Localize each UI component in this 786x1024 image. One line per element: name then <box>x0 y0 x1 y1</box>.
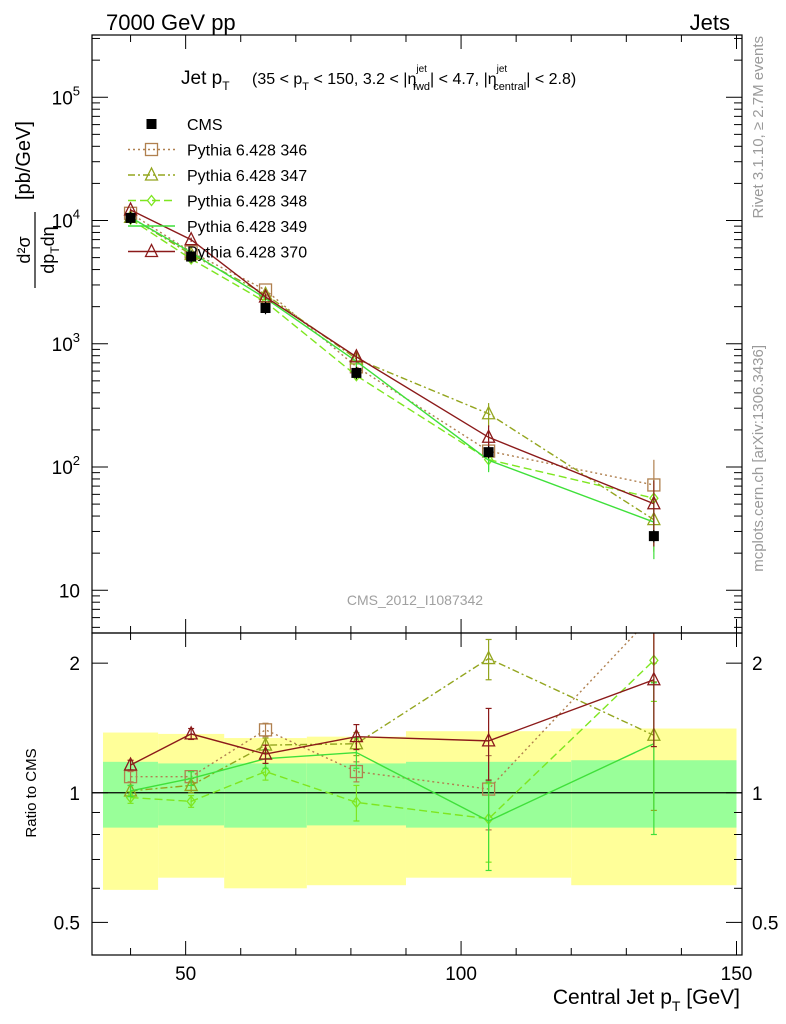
cms-point-3 <box>351 367 362 378</box>
series-ratio-line-3 <box>130 743 655 822</box>
legend-marker-5 <box>144 243 159 258</box>
cms-point-2 <box>260 303 271 314</box>
x-axis-label: Central Jet pT [GeV] <box>553 986 740 1014</box>
axes-layer: 50 100 150 10 102 103 104 105 0.5 0.5 1 1 2 2 <box>52 35 778 985</box>
mcplots-label: mcplots.cern.ch [arXiv:1306.3436] <box>750 345 767 572</box>
cms-point-5 <box>648 531 659 542</box>
x-tick-label-100: 100 <box>445 964 477 985</box>
series-ratio-point-0-2 <box>258 723 273 737</box>
series-point-4-2 <box>258 288 273 303</box>
cms-point-1 <box>186 251 197 262</box>
series-line-3 <box>130 216 655 523</box>
series-ratio-point-2-0 <box>125 791 136 804</box>
series-ratio-point-4-4 <box>481 732 496 747</box>
legend-label-2: Pythia 6.428 347 <box>187 168 307 185</box>
series-ratio-point-4-1 <box>184 725 199 740</box>
series-ratio-line-2 <box>130 659 655 820</box>
series-ratio-line-0 <box>130 633 637 790</box>
header-left: 7000 GeV pp <box>106 10 236 35</box>
ratio-panel-frame <box>91 632 743 956</box>
legend-marker-3 <box>146 194 157 207</box>
series-point-1-4 <box>481 405 496 420</box>
legend-label-0: CMS <box>187 117 223 134</box>
ylabel-unit: [pb/GeV] <box>13 121 35 200</box>
rivet-version-label: Rivet 3.1.10, ≥ 2.7M events <box>750 36 767 219</box>
series-ratio-point-4-5 <box>646 671 661 686</box>
header-right: Jets <box>690 10 730 35</box>
series-point-4-5 <box>646 495 661 510</box>
series-main-3 <box>129 215 655 560</box>
series-ratio-point-1-4 <box>481 650 496 665</box>
y-tick-label-10: 10 <box>59 581 80 602</box>
cms-data <box>125 211 659 543</box>
series-ratio-line-1 <box>130 657 655 792</box>
series-point-4-1 <box>184 231 199 246</box>
legend: CMS Pythia 6.428 346 Pythia 6.428 347 Pythi… <box>128 117 307 262</box>
y-tick-label-1000: 103 <box>52 330 80 356</box>
y-tick-label-100: 102 <box>52 453 80 479</box>
legend-entry-2: Pythia 6.428 347 <box>128 166 307 185</box>
series-ratio-point-2-1 <box>186 795 196 808</box>
cms-point-4 <box>483 447 494 458</box>
plot-title-range: (35 < pT < 150, 3.2 < |ηjet fwd| < 4.7, |… <box>252 64 576 93</box>
series-point-4-3 <box>349 348 364 363</box>
legend-marker-2 <box>144 166 159 181</box>
analysis-watermark: CMS_2012_I1087342 <box>347 592 483 608</box>
legend-label-4: Pythia 6.428 349 <box>187 219 307 236</box>
svg-text:dpTdη: dpTdη <box>38 226 62 273</box>
legend-marker-1 <box>144 142 159 157</box>
series-ratio-point-1-1 <box>184 776 199 792</box>
series-ratio-point-0-5 <box>648 608 660 620</box>
legend-entry-1: Pythia 6.428 346 <box>128 143 307 160</box>
cms-point-0 <box>125 212 136 223</box>
series-ratio-point-2-3 <box>351 796 362 809</box>
x-tick-label-150: 150 <box>721 964 753 985</box>
legend-label-5: Pythia 6.428 370 <box>187 245 307 262</box>
ratio-tick-label-l-0.5: 0.5 <box>54 913 80 934</box>
ratio-tick-label-r-1: 1 <box>752 784 763 805</box>
svg-text:[pb/GeV]: [pb/GeV] <box>13 121 35 200</box>
series-line-2 <box>130 218 655 499</box>
series-ratio-4 <box>123 633 661 781</box>
legend-marker-0 <box>146 119 157 129</box>
legend-entry-5: Pythia 6.428 370 <box>128 243 307 262</box>
series-ratio-point-4-0 <box>123 756 138 771</box>
main-series-layer <box>123 201 661 560</box>
series-ratio-point-4-3 <box>349 728 364 743</box>
series-ratio-line-4 <box>130 679 655 766</box>
legend-label-1: Pythia 6.428 346 <box>187 143 307 160</box>
ratio-tick-label-r-0.5: 0.5 <box>752 913 778 934</box>
y-tick-label-10000: 104 <box>52 207 80 233</box>
legend-entry-3: Pythia 6.428 348 <box>128 194 307 211</box>
legend-entry-4: Pythia 6.428 349 <box>128 219 307 236</box>
x-tick-label-50: 50 <box>175 964 196 985</box>
series-ratio-point-2-2 <box>260 765 271 778</box>
title-main: Jet p <box>181 68 222 89</box>
ratio-tick-label-l-1: 1 <box>69 784 80 805</box>
ylabel-num: d²σ <box>14 236 34 263</box>
ratio-y-axis-label: Ratio to CMS <box>23 748 40 837</box>
plot-title: Jet pT <box>181 68 230 93</box>
ratio-series-layer <box>123 608 661 872</box>
y-tick-label-100000: 105 <box>52 83 80 109</box>
series-main-4 <box>123 201 661 547</box>
series-point-4-4 <box>481 428 496 443</box>
ratio-tick-label-r-2: 2 <box>752 654 763 675</box>
y-axis-label: [pb/GeV] d²σ dpTdη <box>13 121 62 288</box>
ylabel-den: dp <box>38 254 58 274</box>
series-ratio-point-4-2 <box>258 745 273 760</box>
title-main-sub: T <box>222 79 230 93</box>
series-line-4 <box>130 209 655 505</box>
legend-entry-0: CMS <box>146 117 223 134</box>
ratio-tick-label-l-2: 2 <box>69 654 80 675</box>
legend-label-3: Pythia 6.428 348 <box>187 194 307 211</box>
uncertainty-bands <box>92 728 742 890</box>
